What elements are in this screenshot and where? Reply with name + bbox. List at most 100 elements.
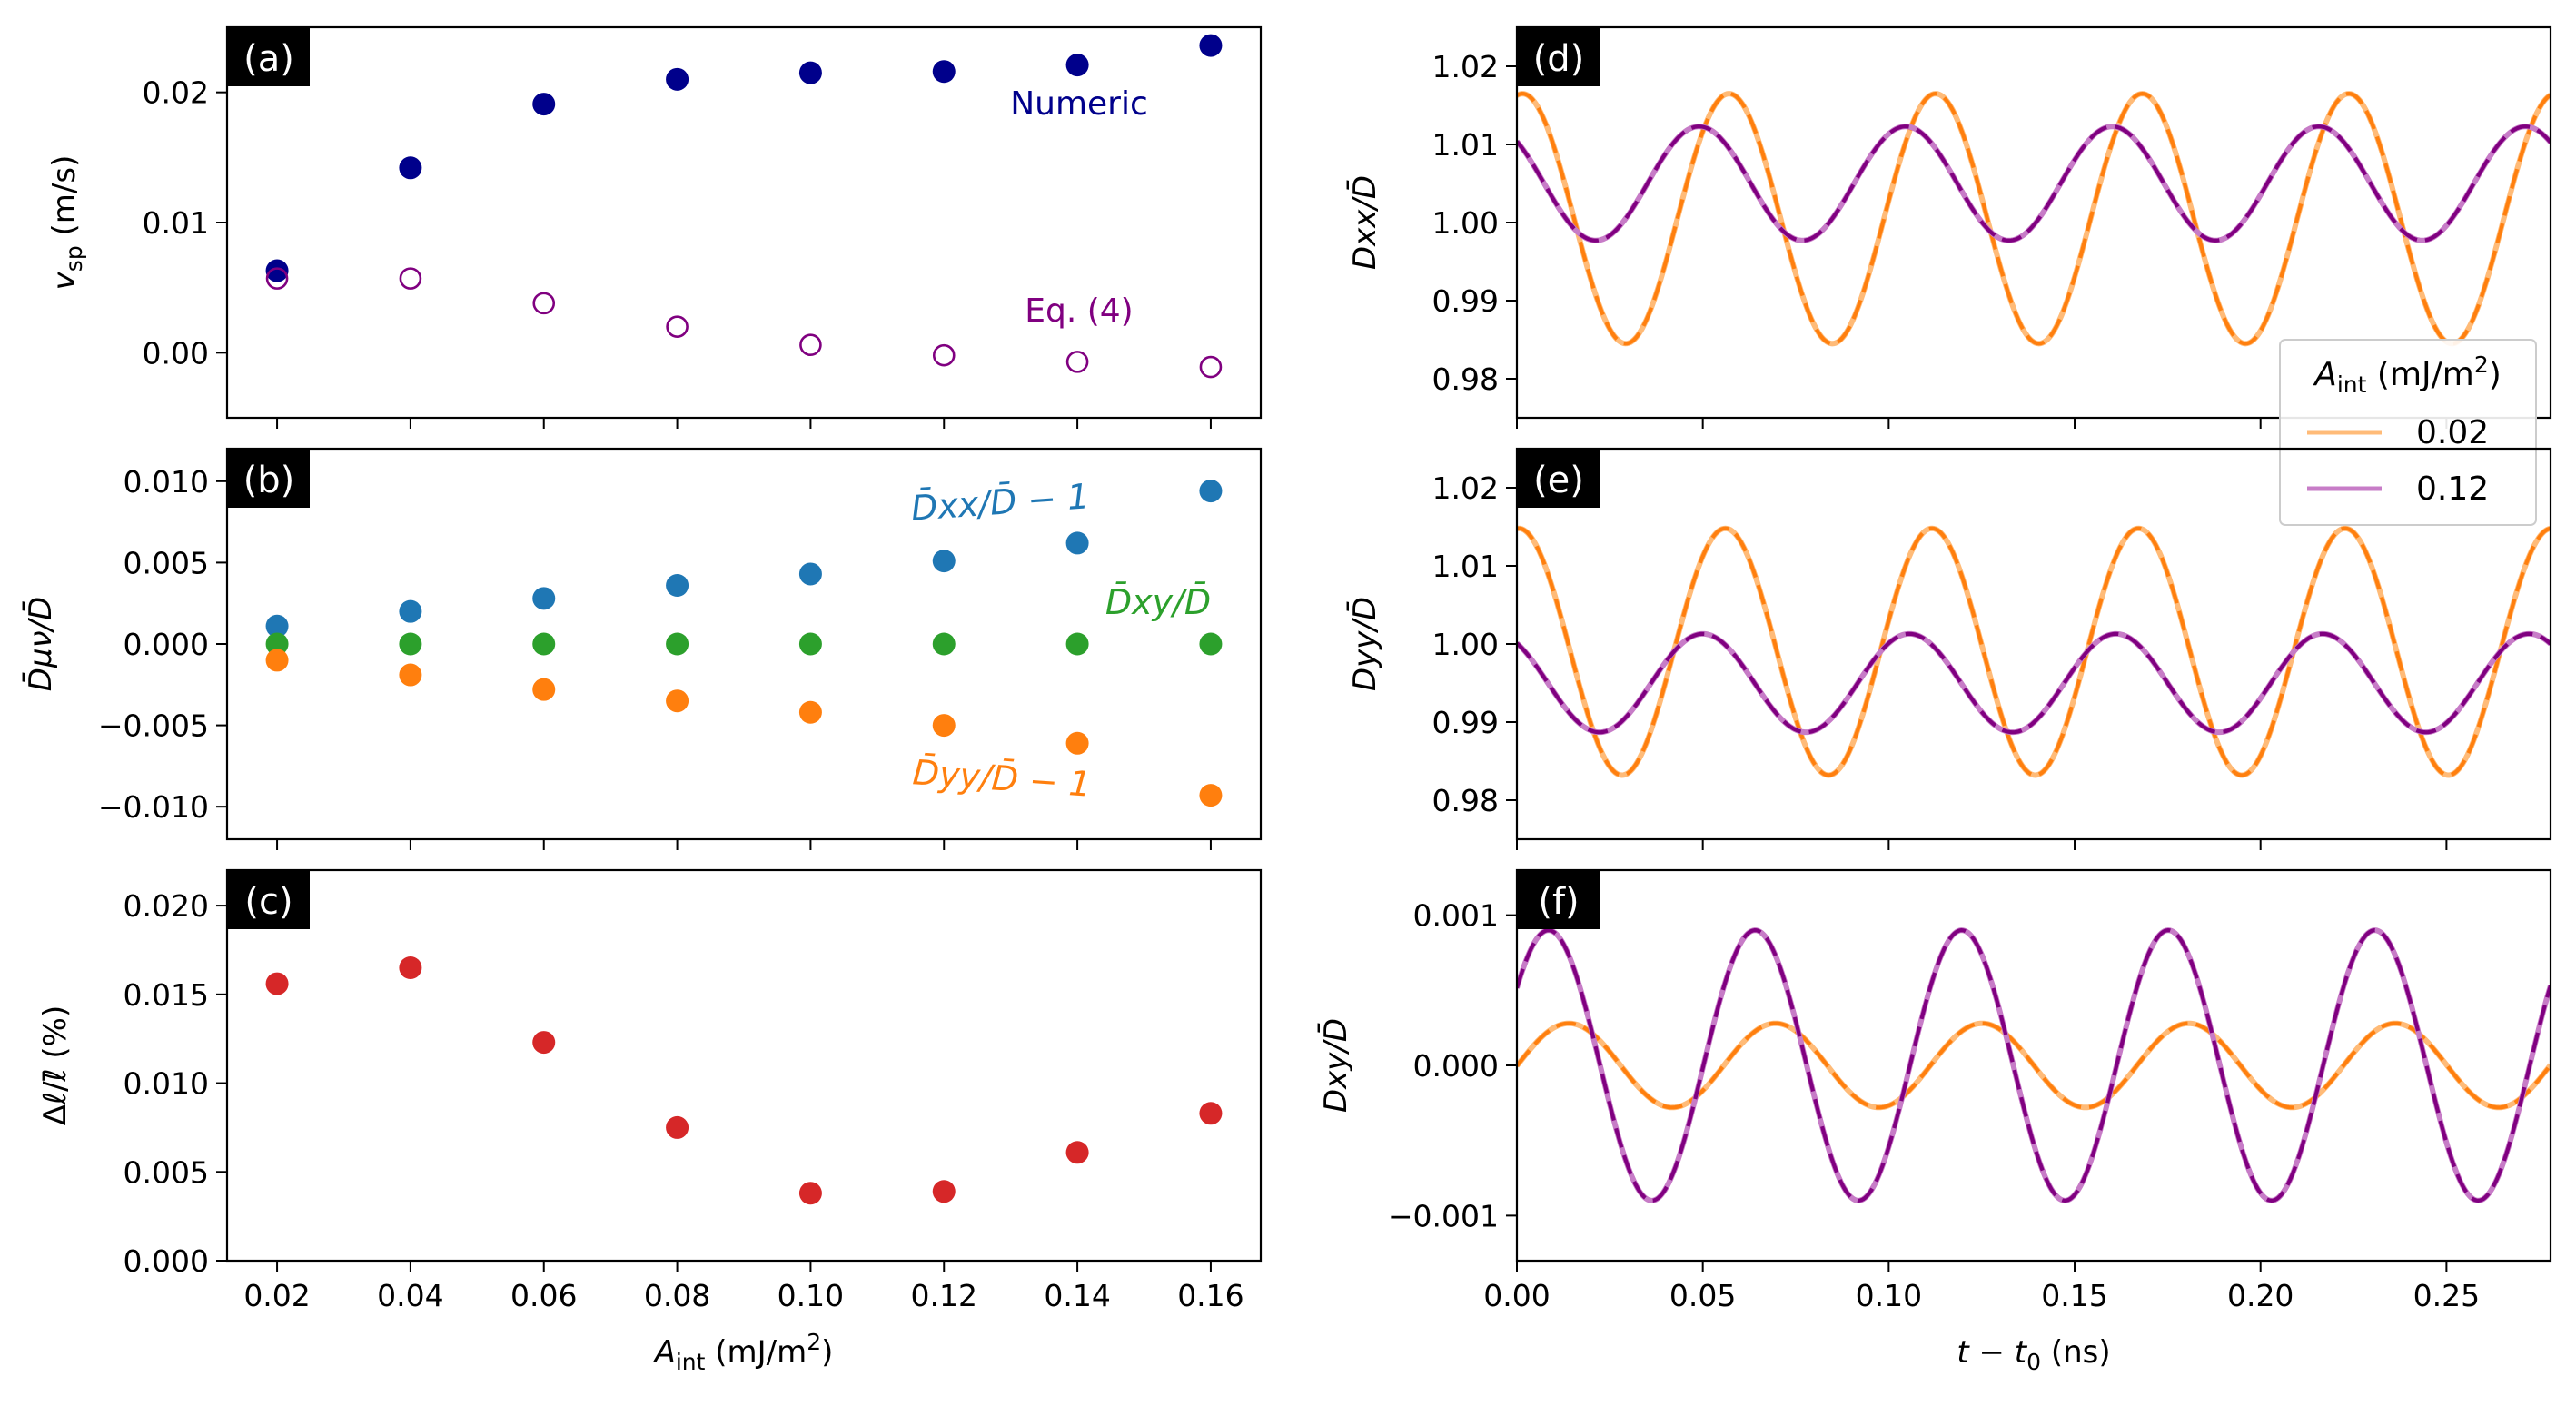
- data-point-a-s0: [932, 60, 956, 84]
- y-tick-label-e: 1.02: [1432, 470, 1499, 506]
- data-layer-c: [265, 956, 1223, 1205]
- axes-frame-b: [225, 447, 1263, 841]
- y-tick-label-d: 1.01: [1432, 127, 1499, 163]
- y-tick-label-c: 0.010: [124, 1066, 209, 1102]
- y-axis-label-f: Dxy/D̄: [1317, 1018, 1354, 1113]
- data-point-b-s2: [666, 689, 689, 713]
- data-point-b-s0: [666, 574, 689, 597]
- axes-frame-c: [225, 868, 1263, 1263]
- y-tick-label-c: 0.015: [124, 977, 209, 1013]
- y-tick-label-b: 0.005: [124, 545, 209, 580]
- data-point-a-s0: [399, 156, 422, 180]
- x-tick-label-f: 0.25: [2413, 1278, 2480, 1313]
- data-layer-e: [1517, 525, 2551, 778]
- data-point-c-s0: [532, 1031, 556, 1055]
- panel-tag-a: [228, 28, 310, 86]
- x-tick-label-c: 0.16: [1177, 1278, 1243, 1313]
- data-point-b-s0: [265, 614, 289, 638]
- x-tick-label-c: 0.10: [778, 1278, 844, 1313]
- series-dashed-f-1: [1517, 928, 2551, 1203]
- x-tick-label-c: 0.12: [911, 1278, 977, 1313]
- series-dashed-e-0: [1517, 526, 2551, 777]
- legend-label-0: 0.02: [2416, 414, 2489, 451]
- data-point-a-s1: [1199, 355, 1223, 379]
- axes-frame-a: [225, 25, 1263, 420]
- data-point-b-s1: [1065, 632, 1089, 656]
- panel-tag-f: [1518, 871, 1600, 929]
- data-point-a-s1: [932, 343, 956, 367]
- panel-d: 0.98 0.99 1.00 1.01 1.02 (d) Dxx/D̄ Aint (mJ/m2…: [1346, 25, 2552, 526]
- y-tick-label-d: 0.98: [1432, 361, 1499, 397]
- y-tick-label-e: 0.99: [1432, 705, 1499, 740]
- y-tick-label-b: −0.005: [98, 708, 209, 744]
- y-tick-label-c: 0.020: [124, 888, 209, 924]
- data-point-a-s0: [1065, 54, 1089, 77]
- panel-label-c: (c): [244, 881, 292, 923]
- y-tick-label-a: 0.01: [143, 205, 209, 241]
- y-tick-label-b: 0.010: [124, 464, 209, 500]
- y-tick-label-c: 0.000: [124, 1243, 209, 1279]
- data-point-c-s0: [932, 1180, 956, 1203]
- y-tick-label-d: 1.02: [1432, 49, 1499, 84]
- y-tick-label-e: 1.01: [1432, 549, 1499, 584]
- y-tick-label-a: 0.00: [143, 335, 209, 371]
- data-point-b-s2: [532, 678, 556, 701]
- y-tick-label-a: 0.02: [143, 75, 209, 111]
- panel-label-a: (a): [243, 38, 294, 80]
- data-point-a-s0: [265, 259, 289, 282]
- x-tick-label-f: 0.20: [2227, 1278, 2294, 1313]
- annotation-b-1: D̄xy/D̄: [1105, 582, 1211, 622]
- panel-label-e: (e): [1533, 460, 1584, 501]
- panel-b: −0.010 −0.005 0.000 0.005 0.010 (b) D̄μν/D̄ D̄x…: [22, 447, 1263, 850]
- panel-label-b: (b): [243, 460, 295, 501]
- x-tick-label-c: 0.14: [1044, 1278, 1110, 1313]
- x-tick-label-f: 0.05: [1669, 1278, 1736, 1313]
- annotation-eq4: Eq. (4): [1025, 292, 1133, 330]
- data-point-c-s0: [265, 972, 289, 995]
- data-point-a-s0: [666, 67, 689, 91]
- data-point-a-s1: [799, 333, 822, 357]
- data-point-b-s0: [399, 599, 422, 623]
- data-point-a-s1: [666, 315, 689, 338]
- data-point-b-s2: [1065, 731, 1089, 755]
- axes-frame-f: [1515, 868, 2552, 1263]
- data-point-b-s2: [1199, 784, 1223, 807]
- data-point-c-s0: [666, 1115, 689, 1139]
- panel-a: 0.00 0.01 0.02 (a) vsp (m/s) Numeric Eq. (4): [46, 25, 1263, 429]
- legend-box: [2279, 339, 2537, 526]
- x-axis-label-right: t − t0 (ns): [1957, 1334, 2110, 1375]
- y-tick-label-b: 0.000: [124, 627, 209, 662]
- data-point-b-s0: [532, 587, 556, 610]
- data-point-b-s1: [399, 632, 422, 656]
- data-layer-a: [265, 34, 1223, 379]
- data-point-b-s0: [798, 562, 822, 586]
- data-point-b-s0: [1199, 480, 1223, 503]
- y-tick-label-d: 0.99: [1432, 283, 1499, 319]
- series-dashed-f-0: [1517, 1021, 2551, 1110]
- y-axis-label-d: Dxx/D̄: [1346, 175, 1383, 270]
- data-point-b-s1: [532, 632, 556, 656]
- data-point-a-s1: [1065, 351, 1089, 373]
- panel-f: −0.001 0.000 0.001 0.00 0.05 0.10 0.15 0.20 0.25…: [1317, 868, 2552, 1375]
- panel-tag-c: [228, 871, 310, 929]
- panel-c: 0.000 0.005 0.010 0.015 0.020 0.02 0.04 0.06 0.0…: [37, 868, 1263, 1375]
- data-point-b-s2: [399, 663, 422, 687]
- y-tick-label-f: −0.001: [1388, 1198, 1499, 1233]
- series-dashed-d-0: [1517, 91, 2551, 346]
- data-point-a-s0: [1199, 34, 1223, 57]
- legend-title: Aint (mJ/m2): [2313, 352, 2502, 398]
- data-point-b-s1: [265, 632, 289, 656]
- data-point-b-s2: [265, 649, 289, 672]
- legend-label-1: 0.12: [2416, 470, 2489, 508]
- y-tick-label-f: 0.000: [1413, 1048, 1499, 1084]
- data-point-b-s1: [798, 632, 822, 656]
- data-point-b-s1: [932, 632, 956, 656]
- data-point-a-s0: [798, 61, 822, 84]
- x-tick-label-c: 0.02: [243, 1278, 310, 1313]
- series-dashed-d-1: [1517, 124, 2551, 243]
- y-tick-label-c: 0.005: [124, 1154, 209, 1190]
- y-tick-label-e: 0.98: [1432, 783, 1499, 818]
- panel-e: 0.98 0.99 1.00 1.01 1.02 (e) Dyy/D̄: [1346, 447, 2552, 850]
